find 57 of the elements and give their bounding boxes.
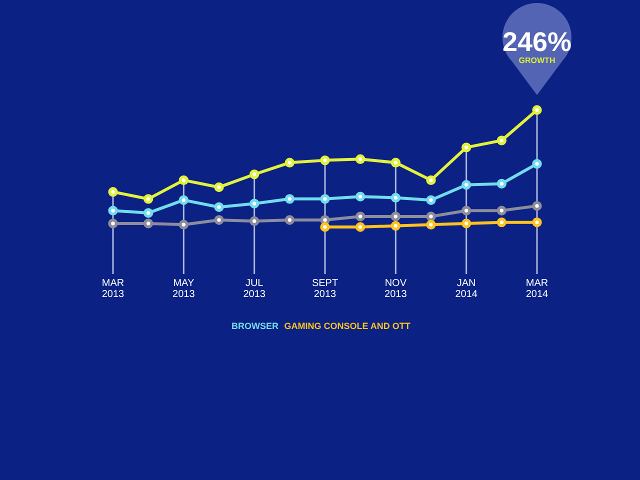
text: BROWSER <box>232 321 280 331</box>
point <box>355 212 366 222</box>
point <box>320 215 330 225</box>
point <box>461 142 472 152</box>
point <box>284 194 295 204</box>
point <box>214 182 224 192</box>
point <box>214 202 224 212</box>
point <box>108 206 118 216</box>
point <box>249 216 260 226</box>
x-tick-label: MAR 2014 <box>526 278 549 300</box>
point <box>532 105 542 115</box>
point <box>390 220 401 231</box>
point <box>390 158 401 168</box>
point <box>143 194 154 204</box>
point <box>390 212 401 222</box>
point <box>426 212 436 222</box>
point <box>390 192 401 203</box>
point <box>496 206 507 216</box>
text: GAMING CONSOLE AND OTT <box>284 321 411 331</box>
x-tick-label: MAY 2013 <box>172 278 196 300</box>
point <box>320 194 330 204</box>
x-tick-label: JUL 2013 <box>243 278 266 300</box>
point <box>426 195 436 205</box>
point <box>532 158 542 169</box>
point <box>496 136 507 146</box>
point <box>320 155 330 166</box>
point <box>355 154 366 164</box>
text: GROWTH <box>518 56 556 65</box>
point <box>284 215 295 225</box>
point <box>461 206 472 216</box>
point <box>426 175 436 186</box>
point <box>108 218 118 228</box>
point <box>249 170 260 180</box>
point <box>496 178 507 189</box>
point <box>143 208 154 218</box>
point <box>355 222 366 232</box>
point <box>320 222 330 232</box>
point <box>178 175 189 186</box>
point <box>214 215 224 225</box>
x-tick-label: SEPT 2013 <box>312 278 338 300</box>
point <box>496 217 507 228</box>
point <box>532 201 542 211</box>
x-tick-label: MAR 2013 <box>102 278 125 300</box>
point <box>108 187 118 197</box>
point <box>143 218 154 228</box>
point <box>355 192 366 202</box>
point <box>426 220 436 230</box>
point <box>178 220 189 230</box>
point <box>532 217 542 228</box>
annotation: 246% <box>502 27 572 57</box>
point <box>284 158 295 168</box>
point <box>178 195 189 205</box>
point <box>461 180 472 190</box>
x-tick-label: NOV 2013 <box>384 278 408 300</box>
point <box>249 198 260 208</box>
point <box>461 218 472 228</box>
x-tick-label: JAN 2014 <box>455 278 478 300</box>
